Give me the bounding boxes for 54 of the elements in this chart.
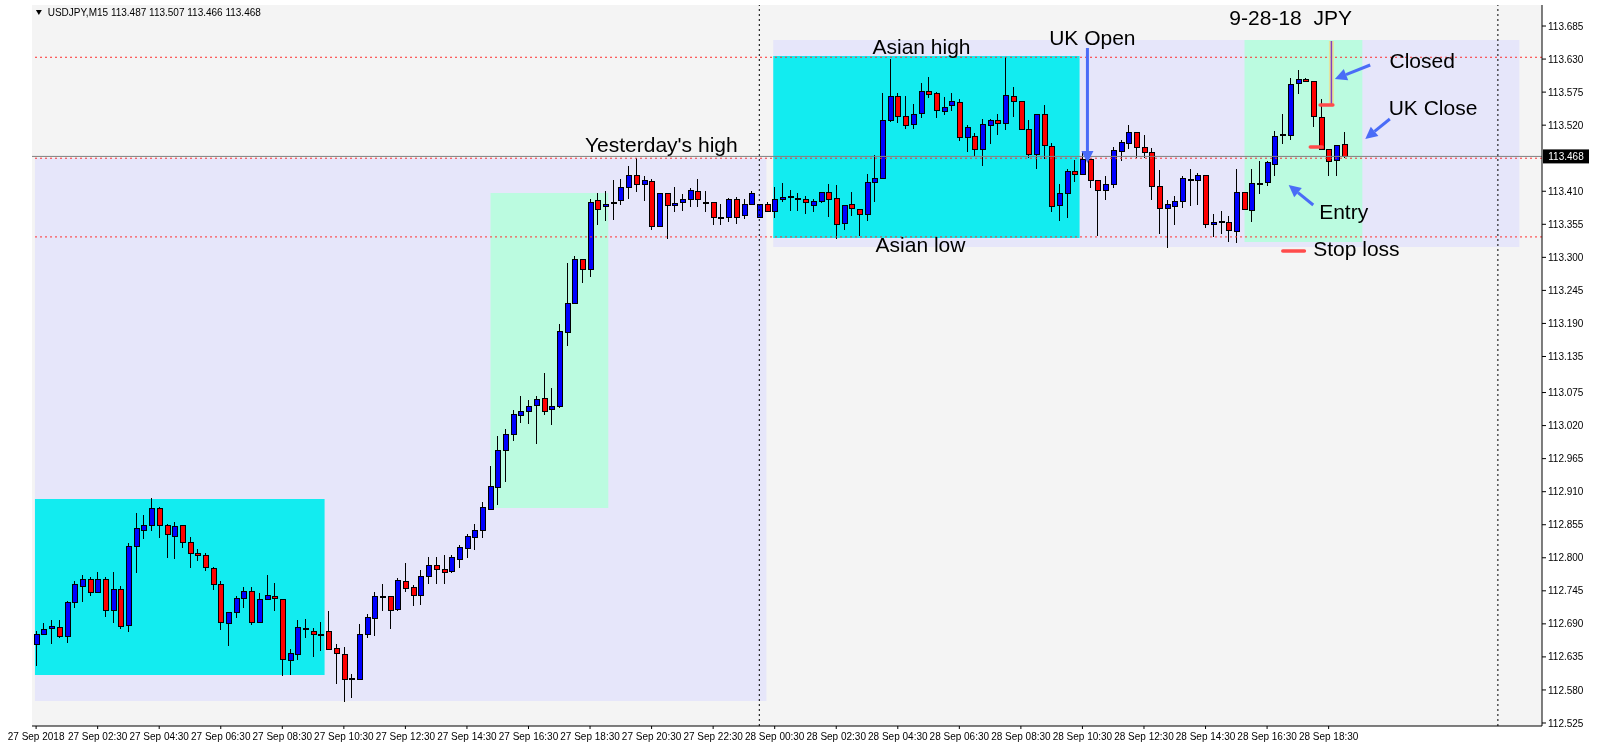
y-tick-label: 113.190 bbox=[1548, 317, 1584, 329]
y-tick-label: 112.800 bbox=[1548, 552, 1584, 564]
y-tick-label: 113.135 bbox=[1548, 351, 1584, 363]
annotation: Yesterday's high bbox=[584, 133, 738, 157]
x-tick-label: 27 Sep 02:30 bbox=[67, 731, 128, 742]
y-tick-label: 113.075 bbox=[1548, 387, 1584, 399]
x-tick-label: 28 Sep 14:30 bbox=[1175, 731, 1236, 742]
y-tick-label: 113.355 bbox=[1548, 218, 1584, 230]
annotation: Asian high bbox=[872, 35, 971, 59]
x-tick-label: 27 Sep 16:30 bbox=[498, 731, 559, 742]
x-tick-label: 28 Sep 18:30 bbox=[1298, 731, 1359, 742]
x-tick-label: 27 Sep 10:30 bbox=[314, 731, 375, 742]
x-tick-label: 28 Sep 12:30 bbox=[1114, 731, 1175, 742]
x-tick-label: 28 Sep 00:30 bbox=[744, 731, 805, 742]
x-tick-label: 27 Sep 14:30 bbox=[437, 731, 498, 742]
annotation: 9-28-18 JPY bbox=[1229, 6, 1352, 30]
x-tick-label: 28 Sep 08:30 bbox=[991, 731, 1052, 742]
x-tick-label: 27 Sep 04:30 bbox=[129, 731, 190, 742]
y-tick-label: 113.245 bbox=[1548, 284, 1584, 296]
annotation: UK Close bbox=[1388, 96, 1478, 120]
y-tick-label: 113.630 bbox=[1548, 53, 1584, 65]
y-tick-label: 112.855 bbox=[1548, 519, 1584, 531]
x-tick-label: 28 Sep 16:30 bbox=[1237, 731, 1298, 742]
x-tick-label: 27 Sep 06:30 bbox=[191, 731, 251, 742]
y-tick-label: 113.685 bbox=[1548, 20, 1584, 32]
y-tick-label: 113.520 bbox=[1548, 119, 1584, 131]
x-tick-label: 28 Sep 04:30 bbox=[868, 731, 928, 742]
y-tick-label: 113.410 bbox=[1548, 185, 1584, 197]
x-tick-label: 27 Sep 12:30 bbox=[375, 731, 436, 742]
annotation: Asian low bbox=[875, 233, 967, 257]
y-tick-label: 113.575 bbox=[1548, 86, 1584, 98]
annotation: UK Open bbox=[1049, 26, 1136, 50]
y-tick-label: 112.690 bbox=[1548, 618, 1584, 630]
y-tick-label: 112.525 bbox=[1548, 717, 1584, 729]
annotation: Entry bbox=[1319, 200, 1369, 224]
x-tick-label: 28 Sep 02:30 bbox=[806, 731, 867, 742]
x-tick-label: 28 Sep 10:30 bbox=[1052, 731, 1113, 742]
x-tick-label: 27 Sep 20:30 bbox=[621, 731, 682, 742]
y-tick-label: 112.910 bbox=[1548, 486, 1584, 498]
x-tick-label: 27 Sep 08:30 bbox=[252, 731, 313, 742]
y-tick-label: 113.020 bbox=[1548, 420, 1584, 432]
annotation: Stop loss bbox=[1313, 237, 1400, 261]
x-tick-label: 28 Sep 06:30 bbox=[929, 731, 990, 742]
ref-line-label: 113.468 bbox=[1548, 151, 1585, 163]
y-tick-label: 112.635 bbox=[1548, 651, 1584, 663]
x-tick-label: 27 Sep 18:30 bbox=[560, 731, 621, 742]
y-tick-label: 112.745 bbox=[1548, 585, 1584, 597]
annotation: Closed bbox=[1389, 49, 1455, 73]
y-tick-label: 112.580 bbox=[1548, 684, 1584, 696]
x-tick-label: 27 Sep 2018 bbox=[7, 731, 65, 742]
x-tick-label: 27 Sep 22:30 bbox=[683, 731, 744, 742]
chart-title: USDJPY,M15 113.487 113.507 113.466 113.468 bbox=[47, 7, 262, 18]
y-tick-label: 113.300 bbox=[1548, 251, 1584, 263]
y-tick-label: 112.965 bbox=[1548, 453, 1584, 465]
